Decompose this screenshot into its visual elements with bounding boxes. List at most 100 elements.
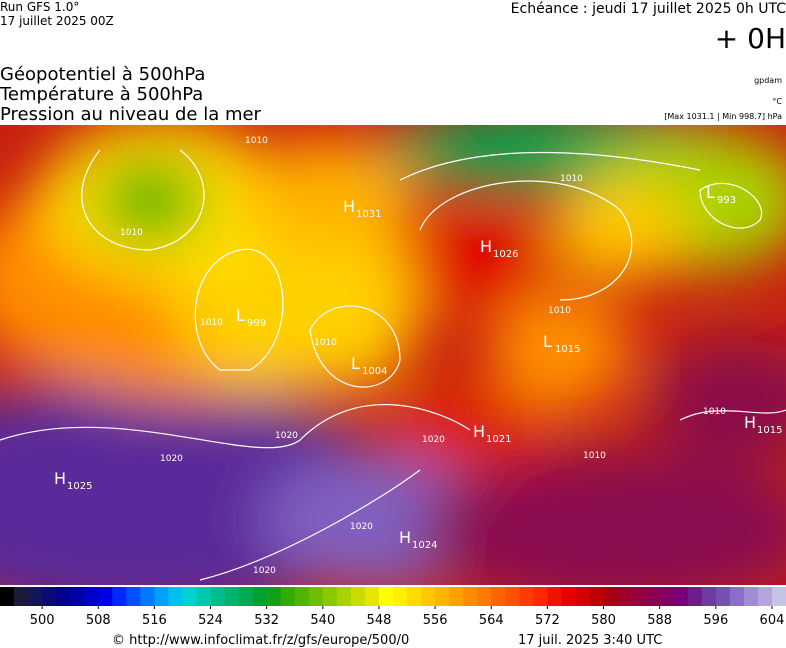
run-label: Run GFS 1.0°	[0, 0, 79, 14]
color-box	[168, 587, 183, 606]
tick-label: 556	[423, 613, 448, 628]
center-letter: H	[480, 237, 492, 256]
color-box	[336, 587, 352, 606]
footer-source: © http://www.infoclimat.fr/z/gfs/europe/…	[112, 633, 409, 648]
color-box	[238, 587, 253, 606]
color-box	[252, 587, 267, 606]
color-box	[308, 587, 324, 606]
color-box	[42, 587, 57, 606]
pressure-centers: H 1031 H 1026 L 993 L 999 L 1004 L 1015 H 1021 …	[54, 183, 782, 551]
tick-label: 588	[647, 613, 672, 628]
isobar-label: 1020	[350, 522, 373, 532]
color-box	[182, 587, 197, 606]
color-box	[84, 587, 99, 606]
color-box	[378, 587, 394, 606]
isobar-label: 1010	[548, 306, 571, 316]
color-box	[757, 587, 773, 606]
isobar-label: 1020	[160, 454, 183, 464]
color-box	[519, 587, 534, 606]
isobar-label: 1020	[422, 435, 445, 445]
tick-label: 524	[198, 613, 223, 628]
isobar-label: 1020	[253, 566, 276, 576]
center-value: 1026	[493, 249, 518, 260]
isobar-label: 1010	[200, 318, 223, 328]
color-box	[266, 587, 282, 606]
center-letter: L	[706, 183, 715, 202]
color-box	[631, 587, 646, 606]
center-letter: H	[54, 469, 66, 488]
color-box	[364, 587, 380, 606]
center-value: 1004	[362, 366, 387, 377]
color-box	[435, 587, 450, 606]
center-letter: H	[473, 422, 485, 441]
isobar-label: 1010	[314, 338, 337, 348]
color-box	[126, 587, 141, 606]
color-box	[196, 587, 211, 606]
color-box	[140, 587, 155, 606]
color-box	[715, 587, 731, 606]
title: Pression au niveau de la mer	[0, 104, 262, 125]
color-box	[659, 587, 675, 606]
tick-label: 580	[591, 613, 616, 628]
title: Géopotentiel à 500hPa	[0, 64, 205, 85]
center-value: 993	[717, 195, 736, 206]
center-value: 1024	[412, 540, 437, 551]
color-box	[729, 587, 745, 606]
isobar-labels: 1010 1010 1010 1010 1010 1010 1010 1020 …	[120, 136, 726, 576]
color-box	[687, 587, 703, 606]
color-box	[98, 587, 113, 606]
tick-label: 516	[142, 613, 167, 628]
color-box	[771, 587, 786, 606]
color-box	[505, 587, 520, 606]
color-box	[617, 587, 632, 606]
center-letter: L	[543, 332, 552, 351]
color-box	[491, 587, 506, 606]
color-box	[154, 587, 169, 606]
colorbar: 500 508 516 524 532 540 548 556 564 572 580 588 596 6…	[0, 587, 786, 628]
color-box	[350, 587, 366, 606]
tick-label: 604	[760, 613, 785, 628]
isobar-label: 1010	[703, 407, 726, 417]
center-value: 999	[247, 318, 266, 329]
color-box	[322, 587, 338, 606]
color-box	[673, 587, 689, 606]
color-box	[645, 587, 660, 606]
tick-label: 548	[367, 613, 392, 628]
unit: °C	[772, 97, 782, 106]
color-box	[477, 587, 492, 606]
color-box	[603, 587, 618, 606]
center-value: 1015	[555, 344, 580, 355]
color-box	[575, 587, 590, 606]
color-box	[112, 587, 127, 606]
color-box	[224, 587, 239, 606]
footer-time: 17 juil. 2025 3:40 UTC	[518, 633, 662, 648]
map-field	[0, 125, 786, 585]
tick-label: 500	[30, 613, 55, 628]
color-box	[547, 587, 562, 606]
isobar-label: 1010	[560, 174, 583, 184]
color-box	[463, 587, 478, 606]
color-box	[561, 587, 576, 606]
color-box	[294, 587, 310, 606]
color-box	[210, 587, 225, 606]
run-date: 17 juillet 2025 00Z	[0, 14, 114, 28]
color-box	[56, 587, 71, 606]
isobars	[0, 149, 786, 581]
echeance: Echéance : jeudi 17 juillet 2025 0h UTC	[511, 1, 786, 17]
unit: [Max 1031.1 | Min 998.7] hPa	[664, 112, 782, 121]
center-letter: H	[343, 197, 355, 216]
tick-label: 564	[479, 613, 504, 628]
color-box	[743, 587, 759, 606]
center-letter: H	[399, 528, 411, 547]
color-box	[28, 587, 43, 606]
title: Température à 500hPa	[0, 84, 203, 105]
center-value: 1021	[486, 434, 511, 445]
isobar-label: 1010	[245, 136, 268, 146]
color-box	[533, 587, 548, 606]
center-letter: L	[351, 354, 360, 373]
color-box	[14, 587, 29, 606]
offset: + 0H	[715, 22, 786, 55]
tick-label: 540	[310, 613, 335, 628]
tick-label: 508	[86, 613, 111, 628]
